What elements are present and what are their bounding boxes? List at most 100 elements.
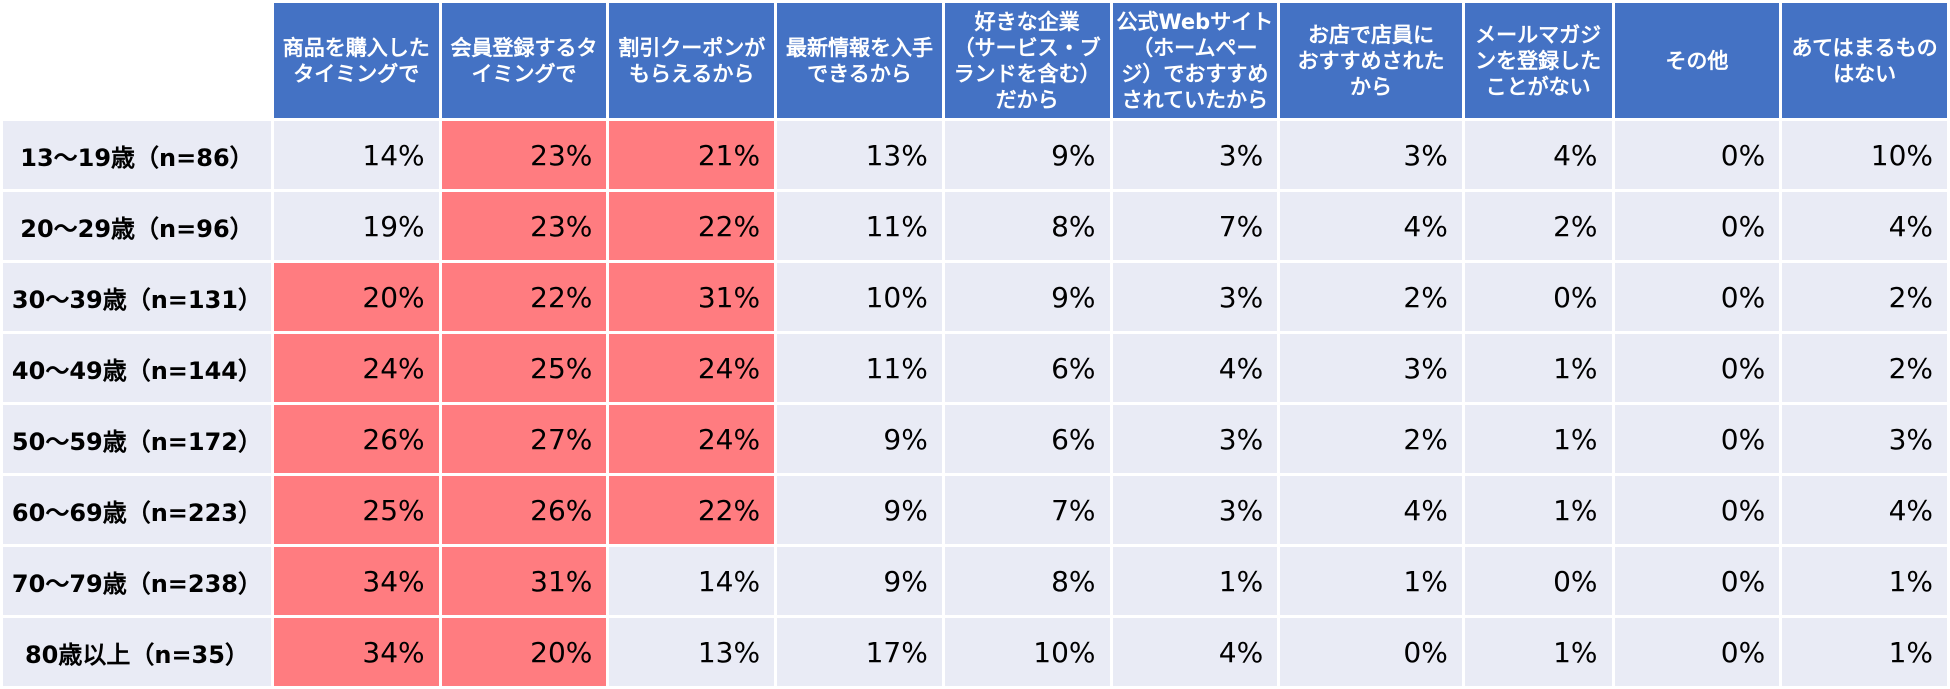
- value-cell: 0%: [1461, 544, 1615, 618]
- column-header: お店で店員に おすすめされた から: [1277, 0, 1465, 121]
- value-cell: 10%: [941, 615, 1113, 689]
- column-header: 割引クーポンが もらえるから: [606, 0, 778, 121]
- value-cell: 1%: [1461, 331, 1615, 405]
- value-cell: 9%: [941, 118, 1113, 192]
- value-cell: 11%: [774, 189, 945, 263]
- highlighted-value-cell: 34%: [270, 615, 442, 689]
- highlighted-value-cell: 23%: [438, 118, 610, 192]
- value-cell: 4%: [1779, 189, 1950, 263]
- header-row: 商品を購入した タイミングで 会員登録するタ イミングで 割引クーポンが もらえるか…: [0, 0, 1950, 121]
- highlighted-value-cell: 31%: [438, 544, 610, 618]
- highlighted-value-cell: 24%: [270, 331, 442, 405]
- table-row: 40〜49歳（n=144） 24% 25% 24% 11% 6% 4% 3% 1% 0% 2%: [0, 331, 1950, 405]
- value-cell: 4%: [1277, 473, 1465, 547]
- value-cell: 1%: [1461, 615, 1615, 689]
- table-row: 60〜69歳（n=223） 25% 26% 22% 9% 7% 3% 4% 1% 0% 4%: [0, 473, 1950, 547]
- table-header: 商品を購入した タイミングで 会員登録するタ イミングで 割引クーポンが もらえるか…: [0, 0, 1950, 121]
- table-row: 30〜39歳（n=131） 20% 22% 31% 10% 9% 3% 2% 0% 0% 2%: [0, 260, 1950, 334]
- value-cell: 1%: [1779, 544, 1950, 618]
- column-header: その他: [1611, 0, 1783, 121]
- value-cell: 4%: [1779, 473, 1950, 547]
- value-cell: 4%: [1109, 615, 1281, 689]
- row-label: 80歳以上（n=35）: [0, 615, 274, 689]
- value-cell: 0%: [1611, 402, 1783, 476]
- row-label: 70〜79歳（n=238）: [0, 544, 274, 618]
- value-cell: 1%: [1109, 544, 1281, 618]
- value-cell: 14%: [270, 118, 442, 192]
- value-cell: 9%: [774, 544, 945, 618]
- value-cell: 6%: [941, 402, 1113, 476]
- value-cell: 4%: [1461, 118, 1615, 192]
- table-row: 13〜19歳（n=86） 14% 23% 21% 13% 9% 3% 3% 4% 0% 10%: [0, 118, 1950, 192]
- highlighted-value-cell: 22%: [606, 189, 778, 263]
- value-cell: 0%: [1611, 118, 1783, 192]
- value-cell: 10%: [1779, 118, 1950, 192]
- value-cell: 2%: [1779, 331, 1950, 405]
- value-cell: 4%: [1109, 331, 1281, 405]
- value-cell: 9%: [941, 260, 1113, 334]
- highlighted-value-cell: 26%: [270, 402, 442, 476]
- row-label: 60〜69歳（n=223）: [0, 473, 274, 547]
- value-cell: 0%: [1611, 615, 1783, 689]
- highlighted-value-cell: 34%: [270, 544, 442, 618]
- value-cell: 8%: [941, 189, 1113, 263]
- corner-cell: [0, 0, 274, 121]
- value-cell: 3%: [1109, 260, 1281, 334]
- value-cell: 0%: [1611, 260, 1783, 334]
- row-label: 20〜29歳（n=96）: [0, 189, 274, 263]
- value-cell: 1%: [1779, 615, 1950, 689]
- table-body: 13〜19歳（n=86） 14% 23% 21% 13% 9% 3% 3% 4% 0% 10% 20〜…: [0, 118, 1950, 689]
- highlighted-value-cell: 26%: [438, 473, 610, 547]
- value-cell: 10%: [774, 260, 945, 334]
- highlighted-value-cell: 24%: [606, 331, 778, 405]
- value-cell: 0%: [1461, 260, 1615, 334]
- highlighted-value-cell: 23%: [438, 189, 610, 263]
- value-cell: 0%: [1611, 189, 1783, 263]
- value-cell: 3%: [1277, 118, 1465, 192]
- value-cell: 13%: [774, 118, 945, 192]
- highlighted-value-cell: 22%: [438, 260, 610, 334]
- highlighted-value-cell: 31%: [606, 260, 778, 334]
- table-row: 50〜59歳（n=172） 26% 27% 24% 9% 6% 3% 2% 1% 0% 3%: [0, 402, 1950, 476]
- column-header: メールマガジ ンを登録した ことがない: [1461, 0, 1615, 121]
- value-cell: 0%: [1611, 544, 1783, 618]
- value-cell: 1%: [1461, 402, 1615, 476]
- value-cell: 1%: [1461, 473, 1615, 547]
- value-cell: 8%: [941, 544, 1113, 618]
- table-row: 70〜79歳（n=238） 34% 31% 14% 9% 8% 1% 1% 0% 0% 1%: [0, 544, 1950, 618]
- highlighted-value-cell: 20%: [270, 260, 442, 334]
- highlighted-value-cell: 25%: [270, 473, 442, 547]
- value-cell: 1%: [1277, 544, 1465, 618]
- value-cell: 19%: [270, 189, 442, 263]
- value-cell: 7%: [1109, 189, 1281, 263]
- table-row: 80歳以上（n=35） 34% 20% 13% 17% 10% 4% 0% 1% 0% 1%: [0, 615, 1950, 689]
- value-cell: 9%: [774, 402, 945, 476]
- value-cell: 2%: [1277, 402, 1465, 476]
- value-cell: 7%: [941, 473, 1113, 547]
- highlighted-value-cell: 25%: [438, 331, 610, 405]
- value-cell: 6%: [941, 331, 1113, 405]
- value-cell: 3%: [1779, 402, 1950, 476]
- value-cell: 3%: [1109, 402, 1281, 476]
- value-cell: 2%: [1779, 260, 1950, 334]
- value-cell: 0%: [1277, 615, 1465, 689]
- highlighted-value-cell: 21%: [606, 118, 778, 192]
- row-label: 30〜39歳（n=131）: [0, 260, 274, 334]
- value-cell: 3%: [1109, 473, 1281, 547]
- column-header: 公式Webサイト （ホームペー ジ）でおすすめ されていたから: [1109, 0, 1281, 121]
- value-cell: 4%: [1277, 189, 1465, 263]
- value-cell: 0%: [1611, 331, 1783, 405]
- highlighted-value-cell: 20%: [438, 615, 610, 689]
- value-cell: 2%: [1277, 260, 1465, 334]
- row-label: 50〜59歳（n=172）: [0, 402, 274, 476]
- value-cell: 3%: [1277, 331, 1465, 405]
- column-header: あてはまるもの はない: [1779, 0, 1950, 121]
- value-cell: 9%: [774, 473, 945, 547]
- highlighted-value-cell: 24%: [606, 402, 778, 476]
- column-header: 最新情報を入手 できるから: [774, 0, 945, 121]
- highlighted-value-cell: 27%: [438, 402, 610, 476]
- value-cell: 11%: [774, 331, 945, 405]
- row-label: 13〜19歳（n=86）: [0, 118, 274, 192]
- value-cell: 3%: [1109, 118, 1281, 192]
